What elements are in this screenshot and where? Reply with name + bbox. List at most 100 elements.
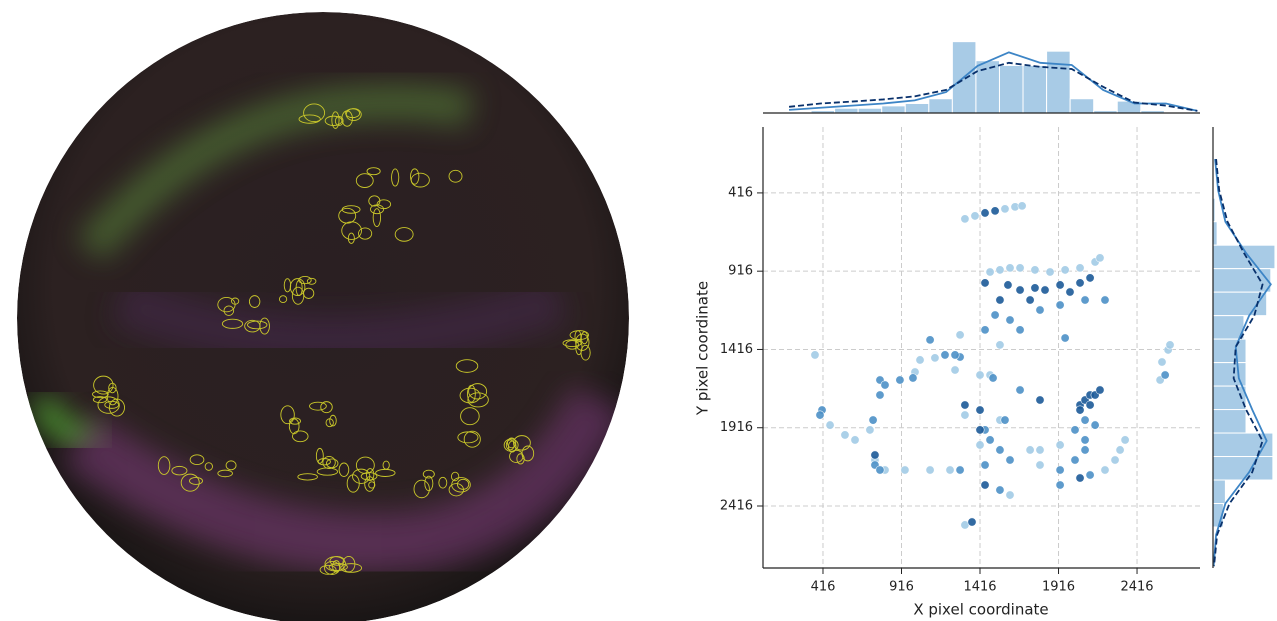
point	[810, 350, 820, 360]
contour	[278, 295, 288, 304]
x-tick-label: 1916	[1042, 580, 1075, 595]
contour	[455, 359, 479, 373]
contour	[93, 375, 114, 395]
contour	[289, 417, 301, 425]
point	[975, 440, 985, 450]
hist-bar	[928, 98, 953, 114]
hist-bar	[1046, 50, 1071, 114]
contour	[331, 111, 340, 129]
contour	[448, 483, 464, 497]
hist-bar	[857, 107, 883, 114]
contour	[329, 414, 337, 427]
point	[985, 435, 995, 445]
point	[980, 208, 990, 218]
contour	[280, 405, 295, 425]
point	[900, 465, 910, 475]
contour	[521, 445, 535, 462]
contour	[217, 469, 233, 478]
point	[1070, 455, 1080, 465]
contour	[565, 340, 579, 350]
contour	[315, 447, 324, 464]
point	[995, 340, 1005, 350]
point	[1005, 315, 1015, 325]
y-tick-label: 416	[728, 185, 753, 200]
point	[1025, 295, 1035, 305]
contour	[503, 438, 519, 452]
y-tick-label: 1416	[720, 342, 753, 357]
hist-bar	[1212, 221, 1218, 246]
point	[1060, 333, 1070, 343]
hist-bar	[1069, 98, 1095, 114]
hist-bar	[881, 105, 906, 114]
point	[1075, 473, 1085, 483]
contour	[340, 563, 363, 573]
point	[1035, 445, 1045, 455]
contour	[457, 431, 479, 444]
x-tick-label: 416	[811, 580, 836, 595]
point	[955, 330, 965, 340]
contour	[92, 396, 108, 404]
kde-line	[1212, 159, 1272, 567]
point	[1100, 465, 1110, 475]
contour	[106, 386, 119, 406]
point	[960, 410, 970, 420]
contour	[303, 287, 315, 299]
point	[1055, 480, 1065, 490]
contour	[509, 449, 524, 463]
contour	[505, 439, 515, 451]
contour	[309, 401, 327, 411]
point	[955, 465, 965, 475]
point	[880, 380, 890, 390]
point	[1055, 440, 1065, 450]
hist-bar	[1212, 456, 1274, 481]
point	[975, 405, 985, 415]
point	[1005, 455, 1015, 465]
point	[1095, 253, 1105, 263]
point	[1015, 263, 1025, 273]
point	[985, 267, 995, 277]
contour	[507, 440, 517, 453]
point	[1085, 273, 1095, 283]
point	[868, 415, 878, 425]
contour	[507, 437, 517, 449]
point	[1017, 201, 1027, 211]
point	[1080, 445, 1090, 455]
point	[1055, 465, 1065, 475]
contour	[298, 114, 321, 124]
point	[870, 450, 880, 460]
contour	[422, 469, 435, 479]
point	[970, 211, 980, 221]
point	[1035, 460, 1045, 470]
point	[995, 445, 1005, 455]
contour	[575, 333, 590, 351]
contour	[325, 418, 334, 428]
point	[1015, 325, 1025, 335]
point	[1035, 305, 1045, 315]
point	[1080, 415, 1090, 425]
contour	[97, 396, 120, 414]
point	[1030, 283, 1040, 293]
point	[1055, 280, 1065, 290]
point	[1100, 295, 1110, 305]
hist-bar	[998, 64, 1024, 114]
contour	[468, 383, 488, 400]
aurora-purple	[62, 386, 627, 573]
point	[865, 425, 875, 435]
point	[975, 370, 985, 380]
contour	[391, 168, 400, 187]
point	[1115, 445, 1125, 455]
point	[950, 350, 960, 360]
hist-bar	[975, 60, 1000, 114]
hist-bar	[904, 102, 930, 114]
aurora-green	[76, 84, 475, 262]
contour	[424, 475, 434, 492]
point	[980, 460, 990, 470]
point	[990, 310, 1000, 320]
point	[995, 485, 1005, 495]
point	[1095, 385, 1105, 395]
contour	[513, 435, 531, 451]
joint-plot: X pixel coordinate Y pixel coordinate 41…	[694, 41, 1276, 619]
point	[975, 425, 985, 435]
contour	[292, 430, 309, 443]
